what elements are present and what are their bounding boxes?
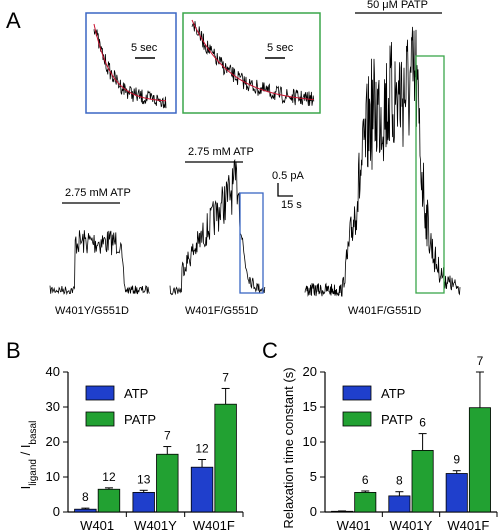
inset-right-scale-label: 5 sec: [267, 42, 294, 54]
chart-b: 0 10 20 30 40 W401 8 12 W401Y 13 7 W401F 12 7 ATP PATP: [46, 364, 244, 530]
trace3-decay-box: [415, 55, 445, 294]
chart-b-ytick-label-4: 40: [46, 364, 60, 379]
chart-b-category-label-1: W401Y: [134, 518, 177, 530]
chart-b-category-label-0: W401: [80, 518, 114, 530]
trace2-decay-box: [239, 192, 264, 294]
inset-right-fit-curve: [191, 19, 314, 101]
chart-b-n-label-atp-1: 13: [137, 472, 151, 486]
trace2-label: W401F/G551D: [185, 305, 258, 317]
trace1-stimulus-label: 2.75 mM ATP: [65, 187, 131, 199]
chart-b-bar-patp-0: [97, 488, 121, 513]
chart-c-n-label-patp-2: 7: [477, 354, 484, 368]
current-time-scale-bar: [277, 183, 293, 197]
chart-b-ylabel-sub-2: basal: [28, 421, 39, 445]
panel-c-letter: C: [262, 338, 278, 363]
trace3-stimulus-label: 50 μM PATP: [367, 0, 428, 11]
chart-b-bar-patp-2: [214, 403, 237, 513]
trace2-stimulus-label: 2.75 mM ATP: [188, 146, 254, 158]
chart-c-ytick-label-3: 15: [303, 399, 317, 414]
chart-b-legend-swatch-atp: [85, 385, 115, 401]
trace-w401f-g551d-patp: [304, 26, 461, 297]
inset-right-trace: [191, 21, 315, 106]
chart-b-ylabel-sub-1: ligand: [28, 459, 39, 486]
chart-b-n-label-patp-0: 12: [102, 470, 116, 484]
chart-c-ytick-label-4: 20: [303, 364, 317, 379]
inset-green-frame: [182, 12, 321, 114]
chart-b-ytick-label-3: 30: [46, 399, 60, 414]
chart-b-bar-patp-1: [156, 453, 179, 513]
chart-c-legend-label-atp: ATP: [381, 386, 405, 401]
chart-b-ylabel-sep: / I: [18, 445, 33, 459]
chart-b-n-label-atp-2: 12: [195, 442, 209, 456]
trace1-label: W401Y/G551D: [55, 305, 129, 317]
chart-b-legend-label-atp: ATP: [124, 386, 148, 401]
trace-w401f-g551d-atp: [169, 158, 266, 296]
chart-c-n-label-atp-2: 9: [453, 453, 460, 467]
chart-c-y-axis-label: Relaxation time constant (s): [281, 367, 296, 528]
chart-c-ytick-label-0: 0: [310, 504, 317, 519]
chart-b-bar-atp-2: [190, 466, 214, 513]
chart-b-n-label-patp-1: 7: [164, 429, 171, 443]
inset-left-trace: [93, 29, 167, 109]
chart-c-category-label-2: W401F: [447, 518, 489, 530]
chart-c-bar-atp-2: [445, 473, 468, 513]
chart-b-ylabel-main-1: I: [18, 486, 33, 490]
chart-c-legend-label-patp: PATP: [381, 412, 413, 427]
chart-c: 0 5 10 15 20 W401 6 W401Y 8 6 W401F 9 7 ATP PATP: [303, 354, 498, 530]
chart-b-bar-atp-0: [74, 508, 97, 513]
trace-w401y-g551d: [49, 230, 150, 296]
chart-b-y-axis-label: Iligand / Ibasal: [18, 421, 39, 490]
chart-c-n-label-patp-1: 6: [419, 416, 426, 430]
chart-b-ytick-label-2: 20: [46, 434, 60, 449]
chart-c-n-label-atp-1: 8: [396, 474, 403, 488]
panel-a-letter: A: [6, 8, 21, 33]
chart-c-legend-swatch-patp: [342, 411, 372, 427]
chart-b-ytick-label-0: 0: [53, 504, 60, 519]
chart-c-legend-swatch-atp: [342, 385, 372, 401]
chart-c-ytick-label-2: 10: [303, 434, 317, 449]
chart-b-legend-label-patp: PATP: [124, 412, 156, 427]
chart-c-bar-patp-1: [411, 449, 434, 513]
inset-left-fit-curve: [93, 23, 166, 102]
panel-b-letter: B: [6, 338, 21, 363]
scale-current-label: 0.5 pA: [272, 170, 304, 182]
chart-c-n-label-patp-0: 6: [362, 473, 369, 487]
chart-b-bar-atp-1: [132, 491, 155, 513]
chart-b-ytick-label-1: 10: [46, 469, 60, 484]
chart-c-bar-patp-2: [468, 407, 491, 513]
inset-left-scale-label: 5 sec: [131, 42, 158, 54]
chart-c-ytick-label-1: 5: [310, 469, 317, 484]
chart-c-bar-patp-0: [354, 491, 377, 513]
scale-time-label: 15 s: [281, 199, 302, 211]
chart-c-category-label-1: W401Y: [390, 518, 433, 530]
chart-b-legend-swatch-patp: [85, 411, 115, 427]
chart-c-category-label-0: W401: [337, 518, 371, 530]
chart-b-n-label-patp-2: 7: [222, 370, 229, 384]
trace3-label: W401F/G551D: [348, 305, 421, 317]
chart-b-n-label-atp-0: 8: [82, 490, 89, 504]
chart-b-category-label-2: W401F: [193, 518, 235, 530]
chart-c-bar-atp-1: [388, 495, 411, 513]
inset-blue-frame: [85, 12, 177, 114]
